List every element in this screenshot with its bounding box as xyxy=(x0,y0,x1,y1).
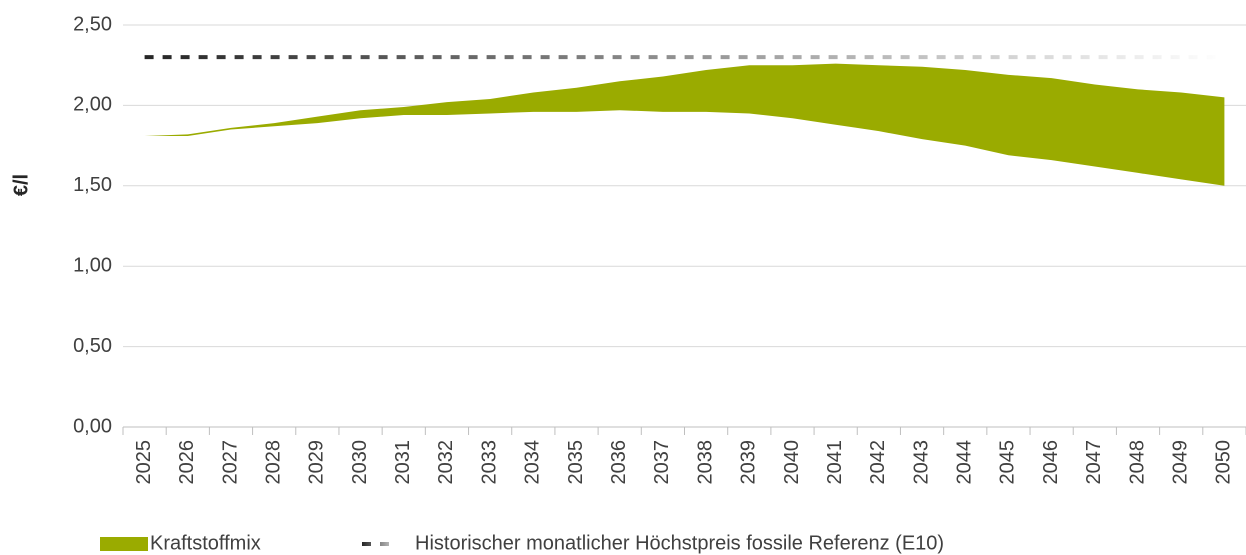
x-tick-label: 2028 xyxy=(262,440,284,485)
x-tick-label: 2033 xyxy=(478,440,500,485)
y-axis-label: €/l xyxy=(10,174,32,196)
y-tick-label: 2,50 xyxy=(73,13,112,35)
x-tick-label: 2041 xyxy=(824,440,846,485)
x-tick-label: 2026 xyxy=(176,440,198,485)
x-tick-label: 2044 xyxy=(954,440,976,485)
x-tick-label: 2035 xyxy=(565,440,587,485)
x-tick-label: 2037 xyxy=(651,440,673,485)
x-tick-label: 2031 xyxy=(392,440,414,485)
x-tick-label: 2048 xyxy=(1126,440,1148,485)
x-tick-label: 2040 xyxy=(781,440,803,485)
x-tick-label: 2030 xyxy=(349,440,371,485)
range-area xyxy=(144,63,1225,186)
x-tick-label: 2047 xyxy=(1083,440,1105,485)
legend-label: Kraftstoffmix xyxy=(150,532,261,554)
y-tick-label: 1,00 xyxy=(73,254,112,276)
y-tick-label: 0,50 xyxy=(73,335,112,357)
x-tick-label: 2038 xyxy=(694,440,716,485)
x-tick-label: 2043 xyxy=(910,440,932,485)
x-tick-label: 2050 xyxy=(1213,440,1235,485)
x-tick-label: 2049 xyxy=(1169,440,1191,485)
y-tick-label: 0,00 xyxy=(73,415,112,437)
y-tick-label: 1,50 xyxy=(73,174,112,196)
x-tick-label: 2045 xyxy=(997,440,1019,485)
y-tick-label: 2,00 xyxy=(73,94,112,116)
x-tick-label: 2029 xyxy=(306,440,328,485)
x-tick-label: 2039 xyxy=(738,440,760,485)
x-tick-label: 2025 xyxy=(133,440,155,485)
legend-swatch xyxy=(100,537,148,551)
x-tick-label: 2046 xyxy=(1040,440,1062,485)
x-tick-label: 2036 xyxy=(608,440,630,485)
x-tick-label: 2034 xyxy=(522,440,544,485)
x-tick-label: 2032 xyxy=(435,440,457,485)
x-tick-label: 2042 xyxy=(867,440,889,485)
x-tick-label: 2027 xyxy=(219,440,241,485)
legend-label: Historischer monatlicher Höchstpreis fos… xyxy=(415,532,944,554)
